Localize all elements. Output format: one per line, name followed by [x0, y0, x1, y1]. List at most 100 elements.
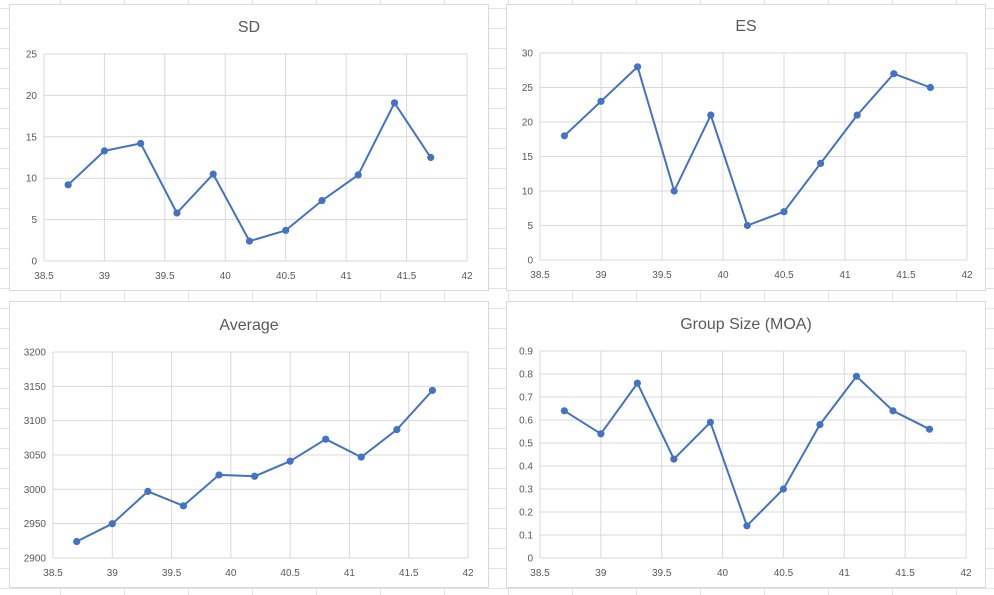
- series-line: [563, 65, 931, 227]
- y-tick-label: 25: [522, 83, 534, 94]
- y-tick-label: 5: [527, 221, 533, 232]
- data-point: [890, 70, 898, 78]
- chart-svg: 2900 2950 3000 3050 3100 3150 3200 38.5 39 39.5 40…: [24, 348, 474, 580]
- y-tick-label: 0.2: [519, 508, 533, 519]
- x-tick-label: 39: [595, 270, 607, 281]
- x-tick-label: 41: [839, 568, 851, 579]
- series-line: [67, 101, 432, 243]
- x-tick-label: 40.5: [276, 271, 296, 282]
- x-tick-label: 40: [717, 270, 729, 281]
- y-tick-label: 15: [522, 152, 534, 163]
- chart-svg: 0 5 10 15 20 25 38.5 39 39.5 40 40.5 41 41.5 42: [26, 50, 473, 283]
- x-tick-label: 40: [717, 568, 729, 579]
- y-tick-label: 10: [26, 174, 38, 185]
- data-point: [925, 425, 934, 433]
- data-point: [560, 132, 568, 140]
- x-tick-label: 42: [462, 568, 474, 579]
- x-tick-label: 39.5: [162, 568, 182, 579]
- data-point: [634, 63, 642, 71]
- data-point: [393, 425, 401, 434]
- x-tick-label: 39.5: [652, 568, 672, 579]
- data-point: [670, 187, 678, 195]
- x-tick-label: 39: [595, 568, 607, 579]
- data-point: [853, 111, 861, 119]
- data-point: [427, 153, 435, 162]
- y-tick-label: 3150: [24, 382, 47, 393]
- data-point: [633, 379, 641, 387]
- chart-es[interactable]: ES 0 5 10 15 20 25 30 38.5 39 39.5 40 40.5 41 41.5 42: [506, 4, 986, 291]
- data-point: [108, 520, 116, 528]
- data-point: [852, 372, 861, 380]
- y-tick-label: 0: [31, 257, 37, 268]
- data-point: [926, 83, 934, 92]
- data-point: [322, 435, 330, 443]
- y-tick-label: 0.1: [519, 531, 533, 542]
- y-tick-label: 3050: [24, 451, 47, 462]
- data-point: [179, 502, 188, 510]
- data-point: [318, 196, 326, 205]
- y-tick-label: 0.9: [519, 347, 533, 358]
- y-tick-label: 0.6: [519, 416, 533, 427]
- chart-svg: 0 0.1 0.2 0.3 0.4 0.5 0.6 0.7 0.8 0.9 38.5 39 39.5 40…: [519, 347, 972, 580]
- data-point: [73, 537, 81, 546]
- chart-average[interactable]: Average 2900 2950 3000 3050 3100 3150 3200 38.5…: [9, 301, 489, 588]
- x-tick-label: 40: [220, 271, 232, 282]
- chart-title: Average: [219, 317, 279, 334]
- x-tick-label: 42: [960, 568, 972, 579]
- x-tick-label: 41.5: [397, 271, 417, 282]
- x-tick-label: 38.5: [530, 270, 550, 281]
- data-point: [597, 430, 605, 438]
- x-tick-label: 41: [341, 271, 353, 282]
- data-point: [706, 418, 714, 426]
- y-tick-label: 0.4: [519, 462, 533, 473]
- data-point: [390, 99, 399, 107]
- data-point: [816, 421, 824, 429]
- data-point: [137, 139, 145, 148]
- chart-sd[interactable]: SD 0 5 10 15 20 25 38.5 39 39.5 40 40.5 41 41.5 42: [9, 4, 489, 291]
- y-tick-label: 20: [522, 118, 534, 129]
- x-tick-label: 38.5: [34, 271, 54, 282]
- data-point: [817, 159, 825, 167]
- data-point: [64, 181, 72, 189]
- y-tick-label: 5: [31, 215, 37, 226]
- chart-title: ES: [735, 18, 757, 35]
- chart-title: Group Size (MOA): [680, 316, 812, 333]
- data-point: [286, 457, 294, 465]
- x-tick-label: 40: [225, 568, 237, 579]
- data-point: [780, 208, 788, 216]
- y-tick-label: 15: [26, 132, 38, 143]
- data-point: [144, 487, 152, 495]
- y-tick-label: 25: [26, 50, 38, 61]
- y-tick-label: 3200: [24, 348, 47, 359]
- data-point: [173, 209, 181, 217]
- data-point: [597, 97, 605, 105]
- data-point: [354, 171, 362, 179]
- chart-svg: 0 5 10 15 20 25 30 38.5 39 39.5 40 40.5 41 41.5 42: [522, 49, 973, 282]
- x-tick-label: 41.5: [399, 568, 419, 579]
- y-tick-label: 30: [522, 49, 534, 60]
- chart-title: SD: [237, 19, 261, 36]
- x-tick-label: 40.5: [774, 270, 794, 281]
- y-tick-label: 0.7: [519, 393, 533, 404]
- x-tick-label: 42: [961, 270, 973, 281]
- y-tick-label: 0: [527, 554, 533, 565]
- data-point: [215, 471, 223, 479]
- y-tick-label: 2950: [24, 519, 47, 530]
- y-tick-label: 0: [527, 256, 533, 267]
- x-tick-label: 40.5: [280, 568, 300, 579]
- data-point: [889, 407, 897, 415]
- y-tick-label: 2900: [24, 554, 47, 565]
- data-point: [743, 522, 751, 530]
- chart-group-size[interactable]: Group Size (MOA) 0 0.1 0.2 0.3 0.4 0.5 0.6 0.7 0…: [506, 301, 986, 588]
- data-point: [779, 485, 788, 493]
- data-point: [670, 455, 678, 463]
- x-tick-label: 41.5: [895, 568, 915, 579]
- x-tick-label: 41.5: [896, 270, 916, 281]
- x-tick-label: 38.5: [530, 568, 550, 579]
- data-point: [250, 472, 259, 480]
- x-tick-label: 39.5: [652, 270, 672, 281]
- series-line: [76, 389, 434, 543]
- x-tick-label: 41: [839, 270, 851, 281]
- data-point: [707, 111, 715, 119]
- x-tick-label: 40.5: [774, 568, 794, 579]
